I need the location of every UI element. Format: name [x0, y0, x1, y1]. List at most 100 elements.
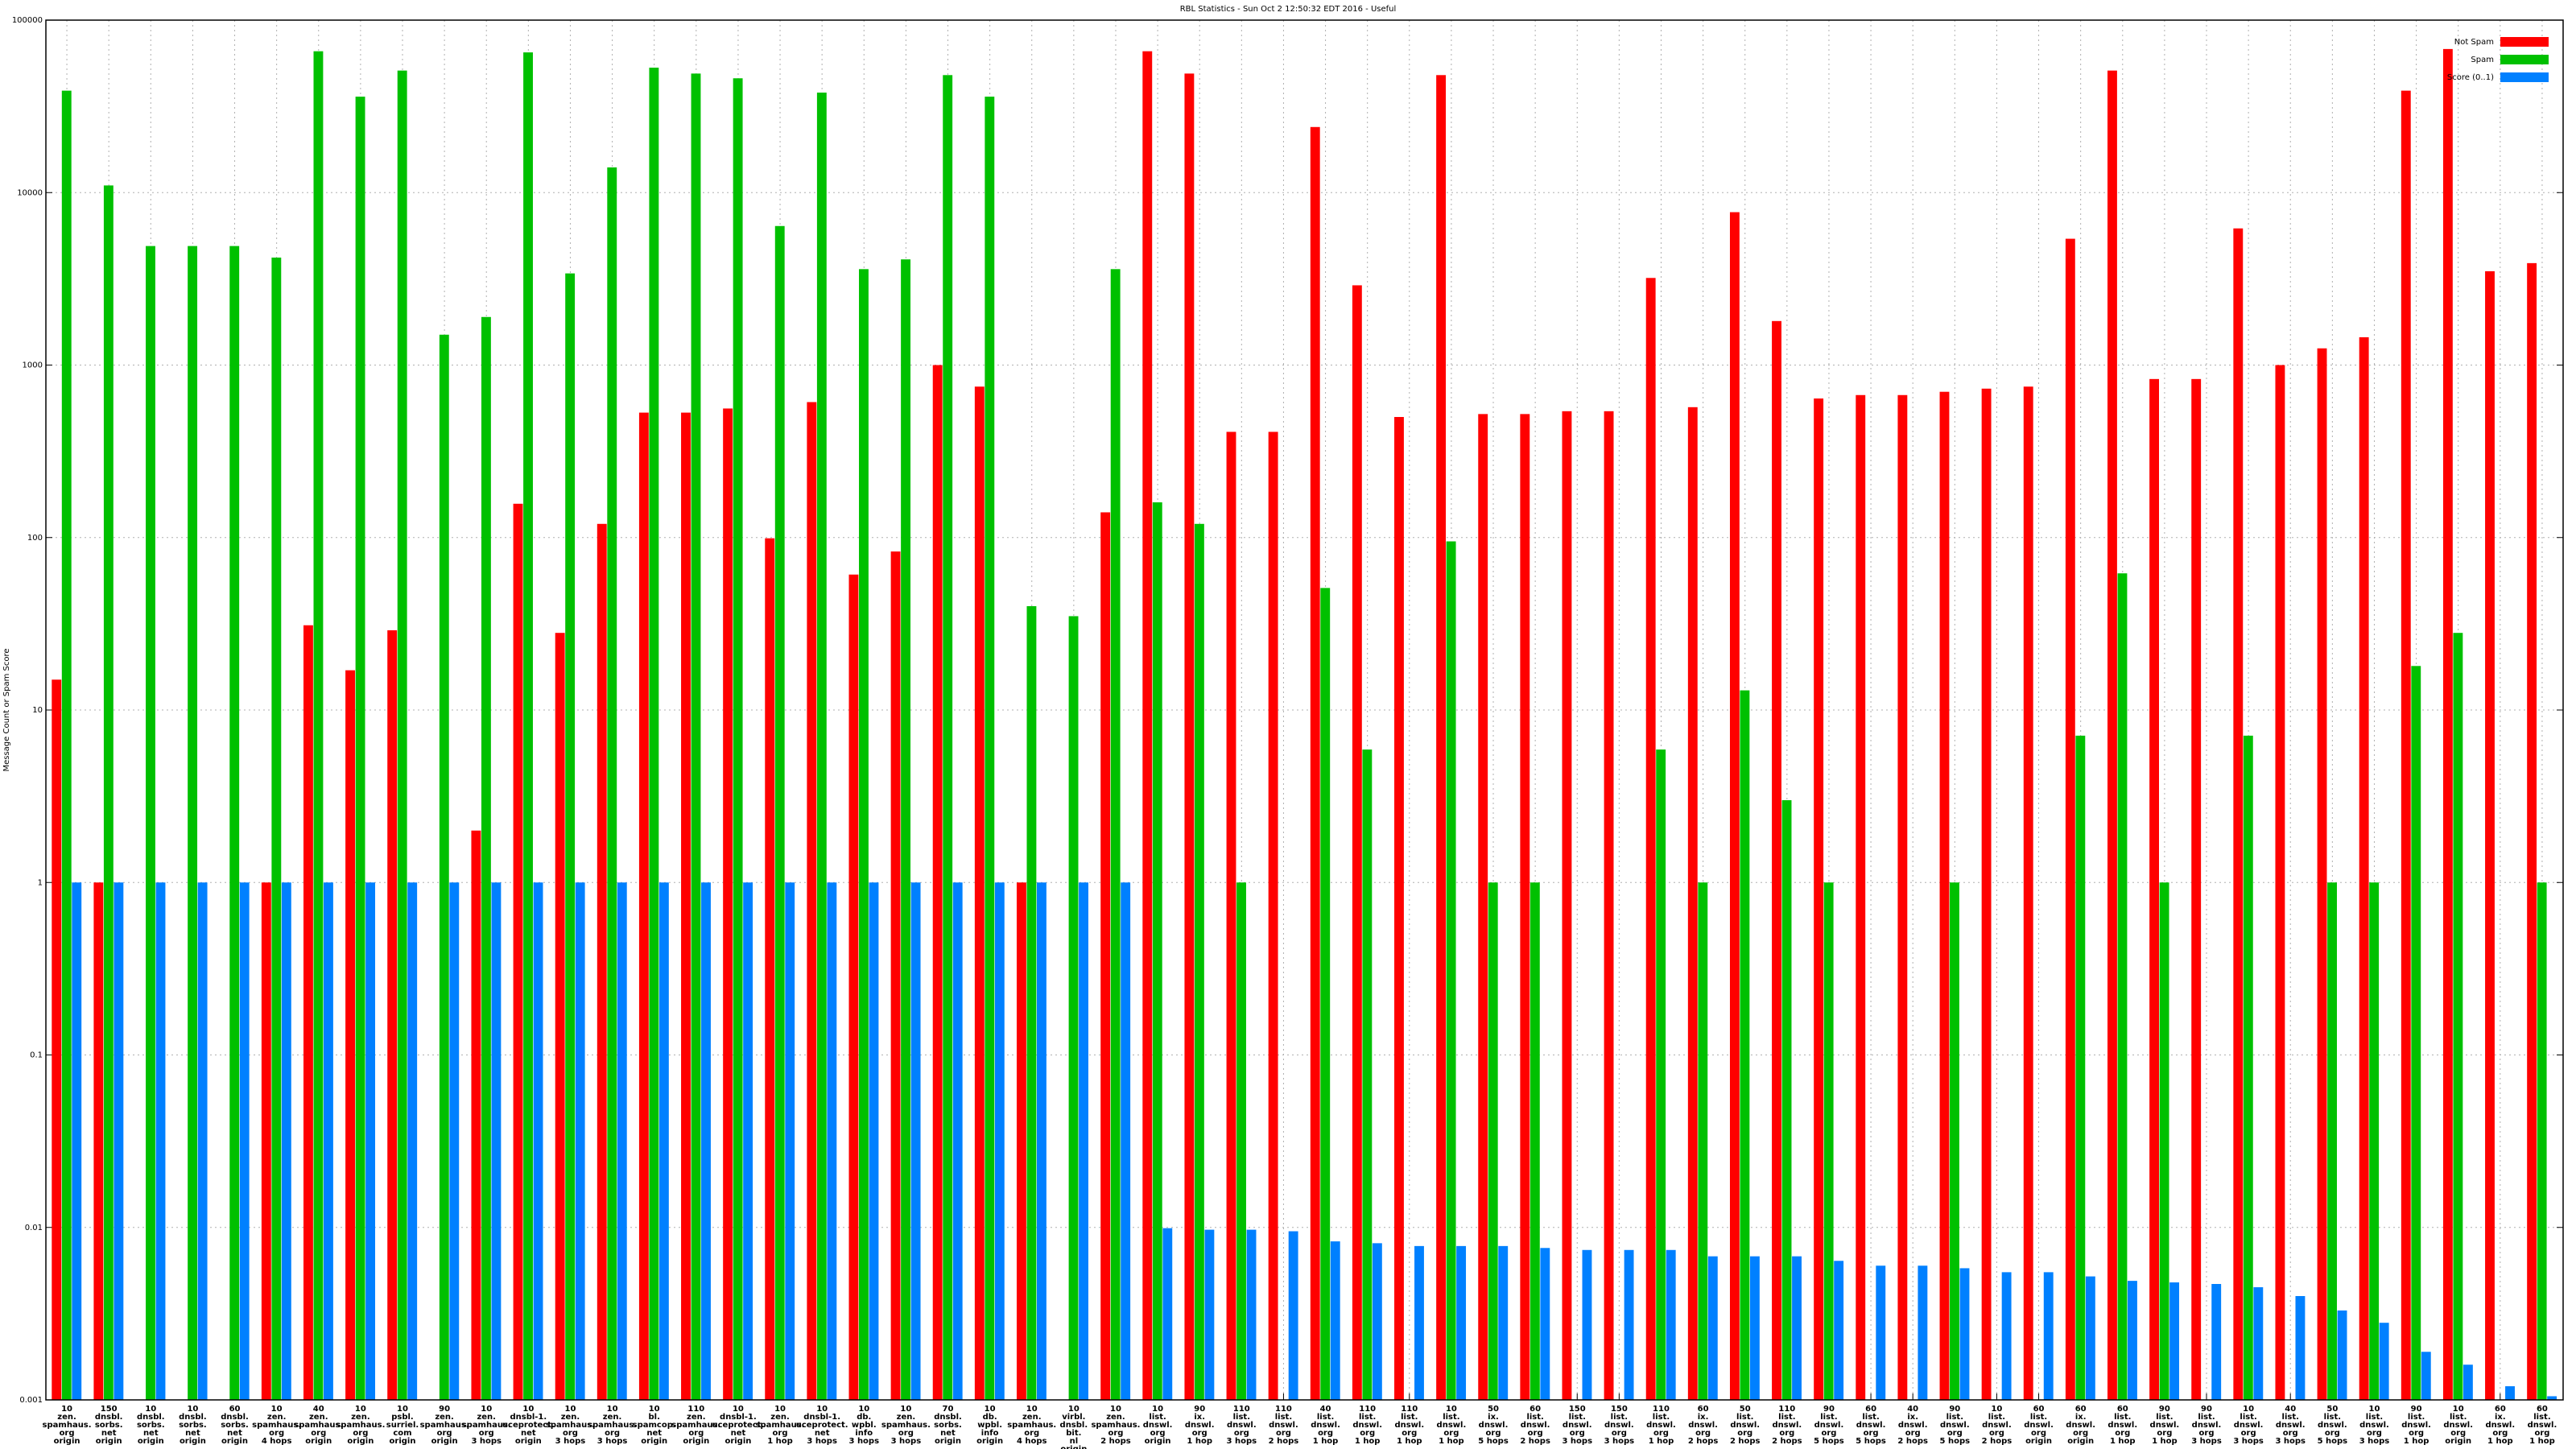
bar — [2233, 228, 2244, 1400]
bar — [1530, 882, 1540, 1400]
bar — [1352, 285, 1362, 1400]
bar — [1814, 398, 1824, 1401]
x-tick-label: 3 hops — [807, 1437, 837, 1446]
x-tick-label: 4 hops — [262, 1437, 292, 1446]
x-tick-label: org — [1864, 1429, 1879, 1438]
x-tick-label: zen. — [770, 1413, 790, 1422]
x-tick-label: 90 — [439, 1405, 450, 1414]
bar — [114, 882, 124, 1400]
x-tick-label: zen. — [57, 1413, 76, 1422]
x-tick-label: ix. — [2495, 1413, 2506, 1422]
bar — [1645, 278, 1656, 1400]
x-tick-label: dnsbl. — [137, 1413, 165, 1422]
x-tick-label: zen. — [687, 1413, 706, 1422]
x-tick-label: spamhaus. — [881, 1421, 931, 1430]
x-tick-label: 1 hop — [1439, 1437, 1464, 1446]
x-tick-label: 1 hop — [1313, 1437, 1339, 1446]
x-tick-label: uceprotect. — [502, 1421, 555, 1430]
x-tick-label: 60 — [2075, 1405, 2087, 1414]
bar — [1698, 882, 1708, 1400]
x-tick-label: list. — [1359, 1413, 1376, 1422]
bar — [1687, 407, 1698, 1400]
x-tick-label: uceprotect. — [796, 1421, 848, 1430]
x-tick-label: spamhaus. — [294, 1421, 343, 1430]
x-tick-label: list. — [1443, 1413, 1459, 1422]
x-tick-label: dnswl. — [1730, 1421, 1760, 1430]
x-tick-label: ix. — [1194, 1413, 1205, 1422]
x-tick-label: org — [1570, 1429, 1585, 1438]
x-tick-label: 3 hops — [1227, 1437, 1257, 1446]
bar — [1897, 394, 1908, 1401]
x-tick-label: 1 hop — [1187, 1437, 1212, 1446]
x-tick-label: 10 — [774, 1405, 786, 1414]
bar — [481, 316, 491, 1400]
bar — [932, 365, 943, 1400]
x-tick-label: 10 — [522, 1405, 534, 1414]
bar — [1121, 882, 1131, 1400]
x-tick-label: org — [2115, 1429, 2130, 1438]
x-tick-label: org — [1486, 1429, 1501, 1438]
bar — [994, 882, 1005, 1400]
bar — [2159, 882, 2169, 1400]
x-tick-label: 2 hops — [1520, 1437, 1550, 1446]
y-tick-label: 100 — [27, 534, 43, 543]
bar — [723, 408, 733, 1401]
bar — [816, 93, 827, 1400]
bar — [513, 503, 523, 1400]
bar — [910, 882, 921, 1400]
bar — [2243, 735, 2253, 1400]
x-tick-label: org — [1612, 1429, 1627, 1438]
x-tick-label: 1 hop — [2404, 1437, 2429, 1446]
bar — [2075, 735, 2086, 1400]
x-tick-label: dnswl. — [1646, 1421, 1676, 1430]
x-tick-label: 60 — [2033, 1405, 2045, 1414]
x-tick-label: 10 — [858, 1405, 869, 1414]
x-tick-label: 10 — [816, 1405, 828, 1414]
bar — [2505, 1386, 2515, 1400]
x-tick-label: 90 — [2159, 1405, 2170, 1414]
bar — [155, 882, 166, 1400]
bar — [239, 882, 250, 1400]
y-axis-label: Message Count or Spam Score — [2, 648, 11, 771]
x-tick-label: origin — [96, 1437, 122, 1446]
x-tick-label: dnsbl. — [179, 1413, 207, 1422]
x-tick-label: 90 — [2411, 1405, 2422, 1414]
x-tick-label: 10 — [2243, 1405, 2254, 1414]
bar — [2117, 573, 2128, 1400]
x-tick-label: dnswl. — [1772, 1421, 1802, 1430]
x-tick-label: org — [898, 1429, 914, 1438]
bar — [859, 269, 869, 1400]
x-tick-label: zen. — [1022, 1413, 1042, 1422]
x-tick-label: 10 — [355, 1405, 366, 1414]
x-tick-label: list. — [1736, 1413, 1753, 1422]
x-tick-label: org — [2031, 1429, 2046, 1438]
y-tick-label: 10000 — [17, 188, 43, 197]
x-tick-label: 10 — [607, 1405, 618, 1414]
x-tick-label: ix. — [1488, 1413, 1499, 1422]
x-tick-label: 10 — [900, 1405, 911, 1414]
bar — [407, 882, 418, 1400]
x-tick-label: origin — [54, 1437, 80, 1446]
bar — [774, 225, 785, 1401]
x-tick-label: 2 hops — [1982, 1437, 2013, 1446]
x-tick-label: spamhaus. — [420, 1421, 469, 1430]
bar — [1876, 1265, 1886, 1400]
x-tick-label: 60 — [1698, 1405, 1709, 1414]
bar — [2211, 1284, 2222, 1400]
x-tick-label: 2 hops — [1730, 1437, 1761, 1446]
bar — [345, 670, 355, 1400]
x-tick-label: dnswl. — [2528, 1421, 2557, 1430]
x-tick-label: ix. — [1698, 1413, 1709, 1422]
bar — [638, 412, 649, 1400]
bar — [72, 882, 82, 1400]
x-tick-label: list. — [1569, 1413, 1586, 1422]
x-tick-label: 5 hops — [1478, 1437, 1509, 1446]
x-tick-label: info — [981, 1429, 999, 1438]
x-tick-label: 10 — [733, 1405, 744, 1414]
x-tick-label: org — [1989, 1429, 2004, 1438]
bar — [355, 97, 365, 1401]
bar — [1540, 1248, 1550, 1400]
x-tick-label: 150 — [101, 1405, 118, 1414]
legend-swatch — [2500, 72, 2549, 82]
x-tick-label: origin — [935, 1437, 961, 1446]
